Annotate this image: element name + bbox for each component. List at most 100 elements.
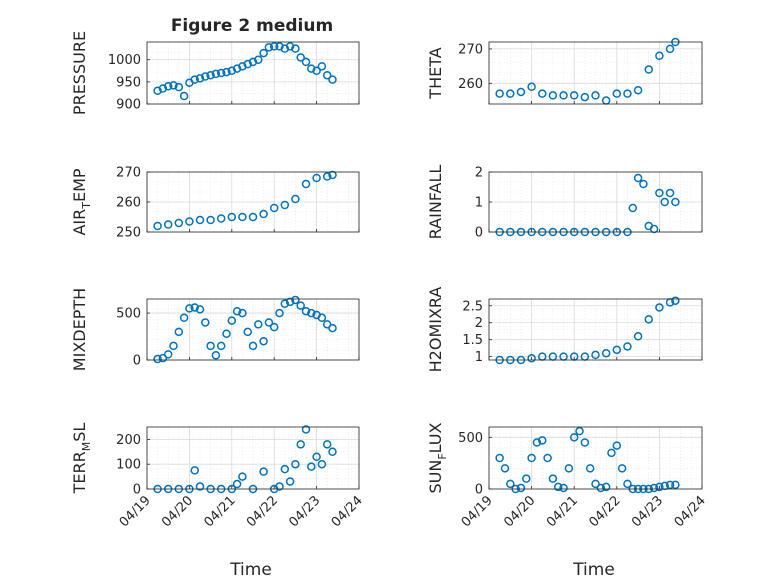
terr-msl-point bbox=[322, 440, 332, 449]
h2omixra-ytick-label: 2.5 bbox=[462, 299, 483, 314]
pressure-point bbox=[248, 57, 258, 67]
mixdepth-ylabel: MIXDEPTH bbox=[70, 288, 89, 371]
rainfall-point bbox=[665, 188, 675, 198]
sun-flux-point bbox=[569, 433, 579, 442]
sun-flux-point bbox=[564, 464, 574, 473]
pressure-point bbox=[285, 42, 295, 51]
air-temp-point bbox=[227, 212, 237, 222]
pressure-axes-box bbox=[146, 41, 360, 105]
terr-msl-axes-box bbox=[146, 426, 360, 490]
terr-msl-xtick-label: 04/24 bbox=[329, 493, 366, 530]
sun-flux-point bbox=[591, 479, 600, 489]
theta-point bbox=[538, 89, 547, 98]
h2omixra-ytick-label: 1.5 bbox=[462, 333, 483, 348]
theta-point bbox=[516, 87, 526, 97]
terr-msl-ylabel: TERRMSL bbox=[70, 423, 93, 495]
sun-flux-point bbox=[580, 438, 590, 447]
svg-text:Time: Time bbox=[229, 560, 272, 580]
subplot-air-temp: 250 260 270 AIRTEMP bbox=[70, 166, 360, 241]
sun-flux-axes-box bbox=[488, 426, 703, 490]
sun-flux-point bbox=[543, 453, 552, 463]
terr-msl-point bbox=[280, 464, 290, 474]
pressure-point bbox=[153, 86, 162, 95]
sun-flux-xtick-label: 04/19 bbox=[459, 493, 496, 530]
air-temp-point bbox=[269, 203, 279, 213]
h2omixra-point bbox=[612, 345, 622, 355]
air-temp-point bbox=[259, 209, 268, 219]
mixdepth-point bbox=[163, 350, 173, 359]
pressure-point bbox=[158, 84, 168, 93]
h2omixra-ytick-label: 2 bbox=[475, 316, 483, 331]
pressure-ytick-label: 900 bbox=[116, 98, 141, 113]
terr-msl-ytick-label: 100 bbox=[116, 458, 141, 473]
air-temp-point bbox=[301, 179, 311, 189]
rainfall-point bbox=[639, 179, 648, 189]
subplot-theta: 260 270 THETA bbox=[426, 37, 703, 105]
terr-msl-point bbox=[238, 472, 247, 481]
sun-flux-xtick-label: 04/23 bbox=[629, 493, 666, 530]
subplot-rainfall: 0 1 2 RAINFALL bbox=[426, 165, 703, 241]
pressure-point bbox=[169, 81, 178, 90]
subplot-sun-flux: 0 500 04/19 04/20 04/21 04/22 04/23 04/24 SUNFLU… bbox=[426, 422, 709, 530]
sun-flux-point bbox=[538, 436, 547, 445]
mixdepth-point bbox=[227, 316, 237, 325]
sun-flux-point bbox=[553, 482, 563, 492]
mixdepth-point bbox=[222, 329, 231, 338]
terr-msl-point bbox=[317, 459, 327, 469]
subplot-pressure: 900 950 1000 PRESSURE bbox=[70, 31, 360, 115]
terr-msl-point bbox=[312, 452, 321, 462]
pressure-point bbox=[328, 75, 337, 84]
terr-msl-point bbox=[259, 467, 268, 476]
mixdepth-point bbox=[259, 336, 268, 346]
sun-flux-point bbox=[596, 483, 606, 493]
air-temp-ytick-label: 260 bbox=[116, 196, 141, 211]
pressure-point bbox=[264, 43, 274, 52]
sun-flux-xtick-label: 04/24 bbox=[672, 493, 709, 530]
sun-flux-point bbox=[665, 480, 675, 490]
rainfall-ytick-label: 2 bbox=[475, 166, 483, 181]
mixdepth-point bbox=[179, 313, 189, 323]
terr-msl-point bbox=[285, 477, 295, 486]
terr-msl-point bbox=[301, 425, 311, 434]
mixdepth-point bbox=[264, 318, 274, 327]
sun-flux-point bbox=[671, 480, 680, 490]
sun-flux-point bbox=[506, 479, 515, 489]
pressure-point bbox=[211, 69, 221, 79]
subplot-h2omixra: 1 1.5 2 2.5 H2OMIXRA bbox=[426, 287, 703, 372]
pressure-point bbox=[216, 68, 226, 78]
pressure-point bbox=[222, 67, 231, 77]
sun-flux-point bbox=[527, 453, 536, 463]
terr-msl-point bbox=[195, 482, 205, 491]
h2omixra-point bbox=[623, 342, 632, 351]
rainfall-ytick-label: 1 bbox=[475, 196, 483, 211]
mixdepth-point bbox=[238, 308, 247, 318]
pressure-point bbox=[301, 57, 311, 67]
pressure-point bbox=[317, 62, 327, 71]
pressure-point bbox=[227, 66, 237, 76]
terr-msl-point bbox=[232, 479, 242, 489]
sun-flux-point bbox=[516, 483, 526, 493]
theta-point bbox=[548, 91, 558, 100]
sun-flux-point bbox=[532, 438, 542, 447]
sun-flux-ytick-label: 0 bbox=[475, 483, 483, 498]
h2omixra-point bbox=[644, 315, 653, 324]
theta-point bbox=[623, 89, 632, 98]
theta-point bbox=[633, 85, 643, 95]
rainfall-point bbox=[655, 188, 664, 198]
terr-msl-xtick-label: 04/20 bbox=[159, 493, 196, 530]
air-temp-ylabel: AIRTEMP bbox=[70, 168, 93, 235]
theta-ylabel: THETA bbox=[426, 47, 445, 99]
mixdepth-ytick-label: 500 bbox=[116, 307, 141, 322]
h2omixra-ytick-label: 1 bbox=[475, 350, 483, 365]
air-temp-point bbox=[328, 170, 337, 180]
rainfall-point bbox=[649, 224, 659, 234]
pressure-point bbox=[275, 42, 284, 51]
air-temp-point bbox=[248, 212, 258, 222]
sun-flux-point bbox=[548, 474, 558, 483]
mixdepth-point bbox=[243, 327, 252, 337]
sun-flux-point bbox=[617, 464, 627, 473]
mixdepth-point bbox=[153, 354, 162, 364]
pressure-point bbox=[291, 44, 300, 53]
svg-text:Time: Time bbox=[572, 560, 615, 580]
